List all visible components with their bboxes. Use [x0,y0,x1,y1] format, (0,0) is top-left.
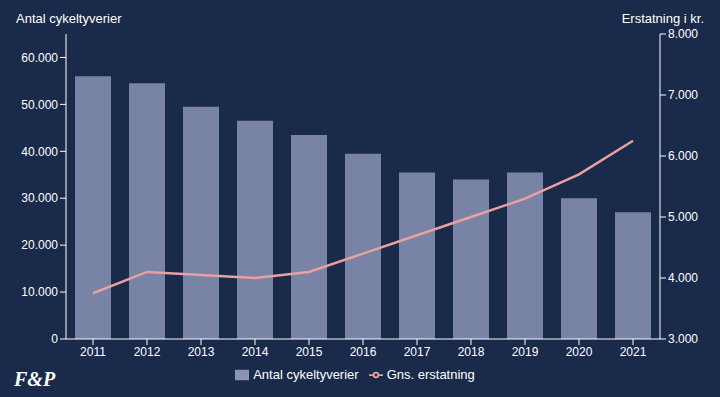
svg-text:2016: 2016 [350,345,377,359]
html-text:Erstatning i kr.: Erstatning i kr. [621,11,704,26]
svg-text:2011: 2011 [80,345,106,359]
svg-text:4.000: 4.000 [668,271,698,285]
svg-text:2019: 2019 [512,345,539,359]
svg-text:6.000: 6.000 [668,149,698,163]
svg-text:7.000: 7.000 [668,88,698,102]
svg-text:3.000: 3.000 [668,332,698,346]
svg-text:2017: 2017 [404,345,431,359]
svg-text:60.000: 60.000 [21,51,58,65]
html-text:Antal cykeltyverier: Antal cykeltyverier [253,367,359,382]
html-text:Gns. erstatning: Gns. erstatning [386,367,475,382]
svg-text:20.000: 20.000 [21,238,58,252]
svg-text:40.000: 40.000 [21,145,58,159]
svg-text:50.000: 50.000 [21,98,58,112]
svg-text:2012: 2012 [134,345,161,359]
svg-text:2018: 2018 [458,345,485,359]
svg-text:5.000: 5.000 [668,210,698,224]
svg-text:2021: 2021 [620,345,647,359]
html-text:F&P: F&P [14,368,56,390]
svg-text:10.000: 10.000 [21,285,58,299]
svg-text:0: 0 [51,332,58,346]
svg-text:2013: 2013 [188,345,215,359]
html-text:Antal cykeltyverier: Antal cykeltyverier [16,11,122,26]
svg-text:30.000: 30.000 [21,191,58,205]
svg-text:2020: 2020 [566,345,593,359]
svg-text:2015: 2015 [296,345,323,359]
svg-text:2014: 2014 [242,345,269,359]
svg-text:8.000: 8.000 [668,27,698,41]
